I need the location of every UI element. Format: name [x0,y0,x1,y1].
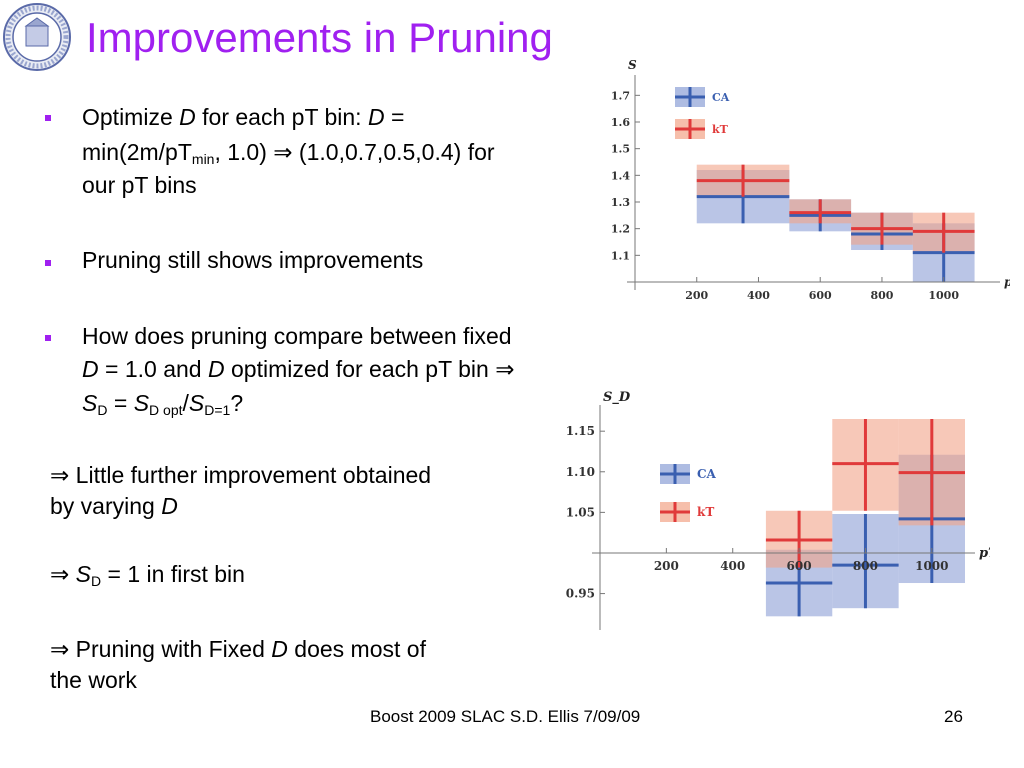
chart-s-vs-pt: 1.1 1.2 1.3 1.4 1.5 1.6 1.7 200 400 600 800 1000 SpT… [611,58,1010,300]
y-tick-label: 1.10 [566,465,595,479]
text-segment: , 1.0) ⇒ (1.0,0.7,0.5,0.4) for [214,139,495,165]
symbol-d: D [367,104,385,130]
y-tick-label: 1.5 [611,143,630,156]
y-tick-label: 1.6 [611,116,630,129]
bullet-1-line-3: our pT bins [82,172,197,198]
x-axis-label: pT [979,546,990,561]
bullet-marker [45,115,51,121]
bullet-3-line-2: D = 1.0 and D optimized for each pT bin … [82,355,514,384]
y-tick-label: 1.2 [611,223,630,236]
x-tick-label: 800 [853,559,878,573]
symbol-s: S [82,390,98,416]
y-tick-label: 0.95 [566,587,595,601]
conclusion-3-line-1: ⇒ Pruning with Fixed D does most of [50,635,426,664]
conclusion-3-line-2: the work [50,667,137,693]
y-axis-label: S_D [603,390,631,405]
subscript: D=1 [204,402,231,418]
y-tick-label: 1.1 [611,249,630,262]
bullet-1-line-2: min(2m/pTmin, 1.0) ⇒ (1.0,0.7,0.5,0.4) f… [82,138,495,167]
legend-label-kt: kT [697,505,714,519]
text-segment: = 1 in first bin [101,561,245,587]
symbol-d: D [207,356,225,382]
bullet-1-line-1: Optimize D for each pT bin: D = [82,103,404,132]
text-segment: ⇒ Pruning with Fixed [50,636,272,662]
y-tick-label: 1.4 [611,169,630,182]
text-segment: Optimize [82,104,180,130]
text-segment: = [384,104,405,130]
symbol-d: D [271,636,288,662]
x-tick-label: 200 [685,289,708,300]
legend-label-kt: kT [712,123,729,136]
legend-label-ca: CA [697,467,717,481]
subscript: D [91,573,102,589]
text-segment: min(2m/pT [82,139,192,165]
x-tick-label: 200 [654,559,679,573]
text-segment: = [107,390,134,416]
legend-label-ca: CA [712,91,730,104]
text-segment: for each pT bin: [195,104,368,130]
subscript: D opt [149,402,183,418]
text-segment: ? [230,390,244,416]
x-tick-label: 1000 [928,289,959,300]
symbol-d: D [179,104,196,130]
subscript: min [191,151,215,167]
x-tick-label: 400 [720,559,745,573]
text-segment: ⇒ [50,561,76,587]
text-segment: by varying [50,493,162,519]
text-segment: = 1.0 and [98,356,208,382]
y-tick-label: 1.15 [566,424,595,438]
symbol-s: S [188,390,205,416]
footer-info: Boost 2009 SLAC S.D. Ellis 7/09/09 [370,707,641,726]
conclusion-1-line-1: ⇒ Little further improvement obtained [50,462,432,488]
x-tick-label: 800 [870,289,893,300]
symbol-d: D [161,493,178,519]
symbol-d: D [82,356,99,382]
x-tick-label: 600 [809,289,832,300]
symbol-s: S [133,390,150,416]
text-segment: optimized for each pT bin ⇒ [224,356,515,382]
university-seal-logo [3,3,71,71]
symbol-s: S [75,561,92,587]
x-tick-label: 400 [747,289,770,300]
x-tick-label: 1000 [915,559,948,573]
bullet-3-line-3: SD = SD opt/SD=1? [82,389,243,418]
bullet-marker [45,260,51,266]
chart-sd-vs-pt: 0.95 1.05 1.10 1.15 200 400 600 800 1000 S_D pT CA k… [566,390,990,630]
bullet-3-line-1: How does pruning compare between fixed [82,323,512,349]
x-tick-label: 600 [787,559,812,573]
page-title: Improvements in Pruning [86,14,553,61]
x-axis-label: pT [1004,275,1010,289]
subscript: D [97,402,108,418]
bullet-2-text: Pruning still shows improvements [82,247,424,273]
y-tick-label: 1.05 [566,505,595,519]
page-number: 26 [944,707,963,726]
text-segment: / [182,390,189,416]
text-segment: does most of [287,636,426,662]
conclusion-2: ⇒ SD = 1 in first bin [50,560,245,589]
y-tick-label: 1.7 [611,89,630,102]
conclusion-1-line-2: by varying D [50,492,178,521]
bullet-marker [45,335,51,341]
y-axis-label: S [628,58,637,72]
y-tick-label: 1.3 [611,196,630,209]
